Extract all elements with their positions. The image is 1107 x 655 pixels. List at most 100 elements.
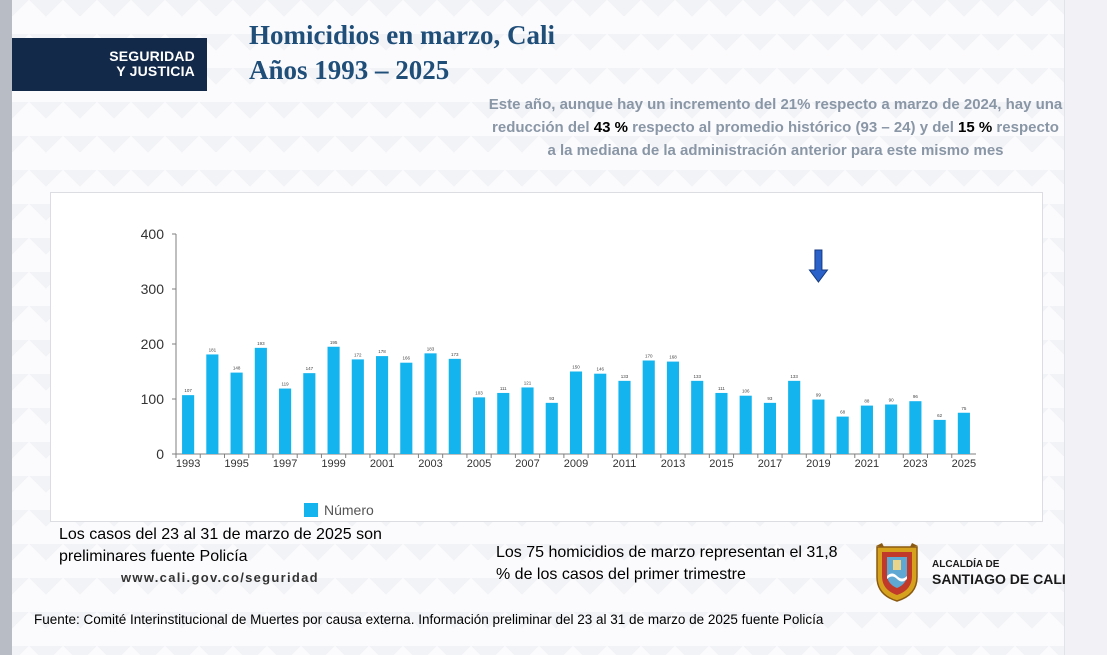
x-tick-label: 2021: [855, 458, 879, 470]
bar: [400, 362, 413, 454]
bar: [521, 387, 534, 454]
right-edge-decoration: [1064, 0, 1107, 655]
bar: [448, 358, 461, 454]
data-label: 68: [840, 410, 846, 415]
data-label: 178: [378, 349, 386, 354]
bar: [715, 392, 728, 454]
bar: [739, 395, 752, 454]
preliminary-note: Los casos del 23 al 31 de marzo de 2025 …: [59, 526, 382, 565]
bar: [424, 353, 437, 454]
y-tick-label: 300: [141, 281, 165, 297]
bar: [497, 392, 510, 454]
data-label: 133: [621, 374, 629, 379]
summary-highlight-2: 15 %: [958, 119, 993, 136]
summary-highlight-1: 43 %: [593, 119, 628, 136]
x-tick-label: 2001: [370, 458, 394, 470]
data-label: 133: [790, 374, 798, 379]
x-tick-label: 1999: [321, 458, 345, 470]
brand-line-1: SEGURIDAD: [109, 48, 195, 64]
data-label: 75: [961, 406, 967, 411]
data-label: 148: [233, 366, 241, 371]
summary-part-2: respecto al promedio histórico (93 – 24)…: [627, 119, 959, 136]
data-label: 172: [354, 352, 362, 357]
summary-text: Este año, aunque hay un incremento del 2…: [488, 93, 1063, 162]
x-tick-label: 2025: [952, 458, 976, 470]
source-footnote: Fuente: Comité Interinstitucional de Mue…: [34, 612, 824, 627]
x-tick-label: 2019: [806, 458, 830, 470]
bar: [230, 372, 243, 454]
data-label: 170: [645, 354, 653, 359]
x-tick-label: 2013: [661, 458, 685, 470]
data-label: 111: [718, 386, 725, 391]
left-edge-strip: [0, 0, 12, 655]
chart-panel: 0 100 200 300 400 107 181 148 193 119 147 195 172 178…: [50, 192, 1043, 522]
data-label: 107: [184, 388, 192, 393]
bar: [666, 361, 680, 454]
data-label: 146: [596, 367, 604, 372]
title-line-1: Homicidios en marzo, Cali: [249, 20, 555, 50]
title-line-2: Años 1993 – 2025: [249, 55, 450, 85]
bar: [545, 402, 558, 454]
bar: [836, 416, 849, 454]
data-label: 93: [549, 396, 555, 401]
x-tick-label: 2023: [903, 458, 927, 470]
data-label: 90: [889, 398, 895, 403]
data-label: 195: [330, 340, 338, 345]
website-url[interactable]: www.cali.gov.co/seguridad: [121, 570, 319, 585]
data-label: 150: [572, 365, 580, 370]
data-label: 147: [306, 366, 314, 371]
bar: [472, 397, 486, 454]
page-title: Homicidios en marzo, Cali Años 1993 – 20…: [249, 18, 555, 88]
bar-chart: 0 100 200 300 400 107 181 148 193 119 147 195 172 178…: [141, 226, 976, 518]
data-label: 99: [816, 393, 822, 398]
bar: [909, 401, 922, 454]
summary-part-3: respecto a la mediana de la administraci…: [547, 119, 1059, 159]
data-label: 193: [257, 341, 265, 346]
data-label: 181: [209, 347, 217, 352]
bar: [933, 419, 946, 454]
bar: [788, 380, 801, 454]
x-tick-label: 2005: [467, 458, 491, 470]
data-label: 183: [427, 346, 435, 351]
bar: [376, 356, 389, 454]
bar: [957, 412, 970, 454]
data-label: 96: [913, 394, 919, 399]
data-label: 62: [937, 413, 943, 418]
data-label: 103: [475, 390, 483, 395]
bar: [860, 405, 873, 454]
alcaldia-logo-text: ALCALDÍA DE SANTIAGO DE CALI: [932, 559, 1066, 587]
brand-banner: SEGURIDAD Y JUSTICIA: [12, 38, 207, 91]
bar: [303, 373, 316, 454]
x-tick-label: 2017: [758, 458, 782, 470]
trimester-share-note: Los 75 homicidios de marzo representan e…: [496, 544, 838, 583]
y-tick-label: 0: [156, 446, 164, 462]
x-tick-label: 2011: [613, 458, 637, 470]
bar: [569, 371, 583, 454]
bar: [885, 404, 898, 454]
x-tick-label: 1993: [176, 458, 200, 470]
bar: [254, 347, 267, 454]
data-label: 121: [524, 380, 532, 385]
x-tick-label: 2007: [515, 458, 539, 470]
data-label: 166: [403, 356, 411, 361]
x-tick-label: 2003: [418, 458, 442, 470]
data-label: 111: [500, 386, 507, 391]
bar: [594, 373, 607, 454]
bar: [763, 402, 776, 454]
alcaldia-line-1: ALCALDÍA DE: [932, 559, 1000, 570]
legend-label: Número: [324, 502, 374, 518]
x-tick-label: 2009: [564, 458, 588, 470]
bar: [206, 354, 219, 454]
x-tick-label: 2015: [709, 458, 733, 470]
data-label: 88: [864, 399, 870, 404]
data-label: 133: [693, 374, 701, 379]
bar: [327, 346, 340, 454]
x-tick-label: 1995: [224, 458, 248, 470]
legend-swatch: [304, 503, 318, 517]
data-label: 119: [281, 382, 289, 387]
data-label: 173: [451, 352, 459, 357]
brand-line-2: Y JUSTICIA: [116, 63, 195, 79]
alcaldia-line-2: SANTIAGO DE CALI: [932, 571, 1066, 587]
summary-part-1: Este año, aunque hay un incremento del 2…: [488, 96, 1063, 136]
bar: [691, 380, 704, 454]
